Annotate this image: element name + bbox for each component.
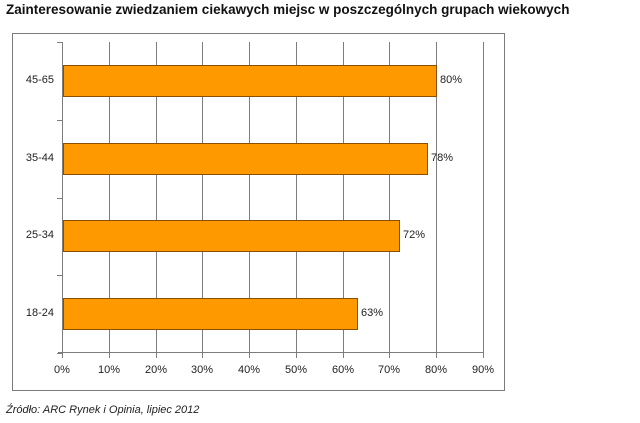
bar-value-label: 80% xyxy=(440,74,463,86)
x-tick-label: 40% xyxy=(237,364,261,376)
x-tick xyxy=(483,353,484,358)
x-tick xyxy=(249,353,250,358)
x-tick-label: 50% xyxy=(284,364,308,376)
gridline xyxy=(436,42,437,353)
category-label: 25-34 xyxy=(25,229,54,241)
x-tick xyxy=(296,353,297,358)
y-tick xyxy=(57,275,62,276)
y-axis xyxy=(62,42,63,353)
bar-35-44 xyxy=(63,143,428,175)
x-tick-label: 70% xyxy=(377,364,401,376)
category-label: 45-65 xyxy=(25,74,54,86)
category-label: 18-24 xyxy=(25,307,54,319)
bar-value-label: 72% xyxy=(403,229,426,241)
gridline xyxy=(343,42,344,353)
y-tick xyxy=(57,198,62,199)
x-tick xyxy=(156,353,157,358)
x-tick-label: 0% xyxy=(54,364,70,376)
bar-45-65 xyxy=(63,65,437,97)
x-axis xyxy=(58,352,483,353)
x-tick xyxy=(436,353,437,358)
chart-title: Zainteresowanie zwiedzaniem ciekawych mi… xyxy=(6,2,570,17)
y-tick xyxy=(57,353,62,354)
gridline xyxy=(483,42,484,353)
gridline xyxy=(109,42,110,353)
x-tick-label: 20% xyxy=(144,364,168,376)
x-tick xyxy=(62,353,63,358)
bar-25-34 xyxy=(63,220,400,252)
x-tick-label: 80% xyxy=(424,364,448,376)
y-tick xyxy=(57,120,62,121)
category-label: 35-44 xyxy=(25,152,54,164)
bar-value-label: 63% xyxy=(361,307,384,319)
bar-value-label: 78% xyxy=(431,152,454,164)
x-tick-label: 30% xyxy=(190,364,214,376)
x-tick xyxy=(343,353,344,358)
gridline xyxy=(202,42,203,353)
gridline xyxy=(296,42,297,353)
x-tick-label: 10% xyxy=(97,364,121,376)
gridline xyxy=(249,42,250,353)
y-tick xyxy=(57,42,62,43)
source-note: Źródło: ARC Rynek i Opinia, lipiec 2012 xyxy=(6,404,200,416)
x-tick xyxy=(389,353,390,358)
x-tick xyxy=(109,353,110,358)
gridline xyxy=(389,42,390,353)
x-tick-label: 90% xyxy=(471,364,495,376)
plot-area: 80% 78% 72% 63% xyxy=(57,42,484,358)
gridline xyxy=(156,42,157,353)
x-tick xyxy=(202,353,203,358)
x-tick-label: 60% xyxy=(331,364,355,376)
bar-18-24 xyxy=(63,298,358,330)
